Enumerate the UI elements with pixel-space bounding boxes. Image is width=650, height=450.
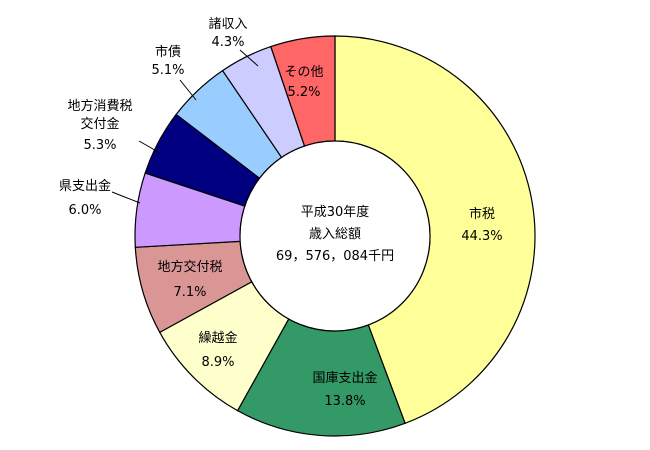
center-line-3: 69，576，084千円 — [276, 249, 394, 264]
center-total-text: 平成30年度 歳入総額 69，576，084千円 — [276, 204, 394, 264]
slice-pct-7: 5.1% — [151, 63, 184, 78]
center-line-1: 平成30年度 — [301, 204, 370, 220]
slice-label-7: 市債 — [155, 44, 181, 60]
slice-label-1: 市税 — [469, 206, 495, 222]
slice-label-3: 繰越金 — [198, 330, 237, 346]
slice-label-8: 諸収入 — [208, 16, 247, 32]
slice-pct-5: 6.0% — [68, 203, 101, 218]
slice-pct-6: 5.3% — [83, 138, 116, 153]
slice-pct-3: 8.9% — [201, 355, 234, 370]
center-line-2: 歳入総額 — [309, 227, 361, 242]
donut-slices — [134, 35, 536, 437]
slice-pct-1: 44.3% — [461, 229, 502, 244]
slice-pct-2: 13.8% — [324, 394, 365, 409]
slice-label-2: 国庫支出金 — [312, 370, 377, 386]
slice-label-5: 県支出金 — [59, 178, 111, 194]
leader-line-8 — [239, 49, 259, 67]
slice-pct-4: 7.1% — [173, 285, 206, 300]
slice-pct-8: 4.3% — [211, 35, 244, 50]
leader-line-5 — [111, 191, 141, 204]
slice-pct-9: 5.2% — [287, 85, 320, 100]
slice-label-6-line-1: 地方消費税 — [67, 98, 132, 114]
slice-label-4: 地方交付税 — [157, 259, 222, 275]
donut-hole — [239, 140, 431, 332]
slice-labels: 市税 44.3% 国庫支出金 13.8% 繰越金 8.9% 地方交付税 7.1% 県支出金 6.0… — [59, 16, 503, 409]
slice-label-6-line-2: 交付金 — [80, 116, 119, 132]
slice-label-9: その他 — [284, 65, 323, 80]
leader-line-7 — [179, 79, 197, 101]
leader-line-6 — [138, 140, 161, 154]
